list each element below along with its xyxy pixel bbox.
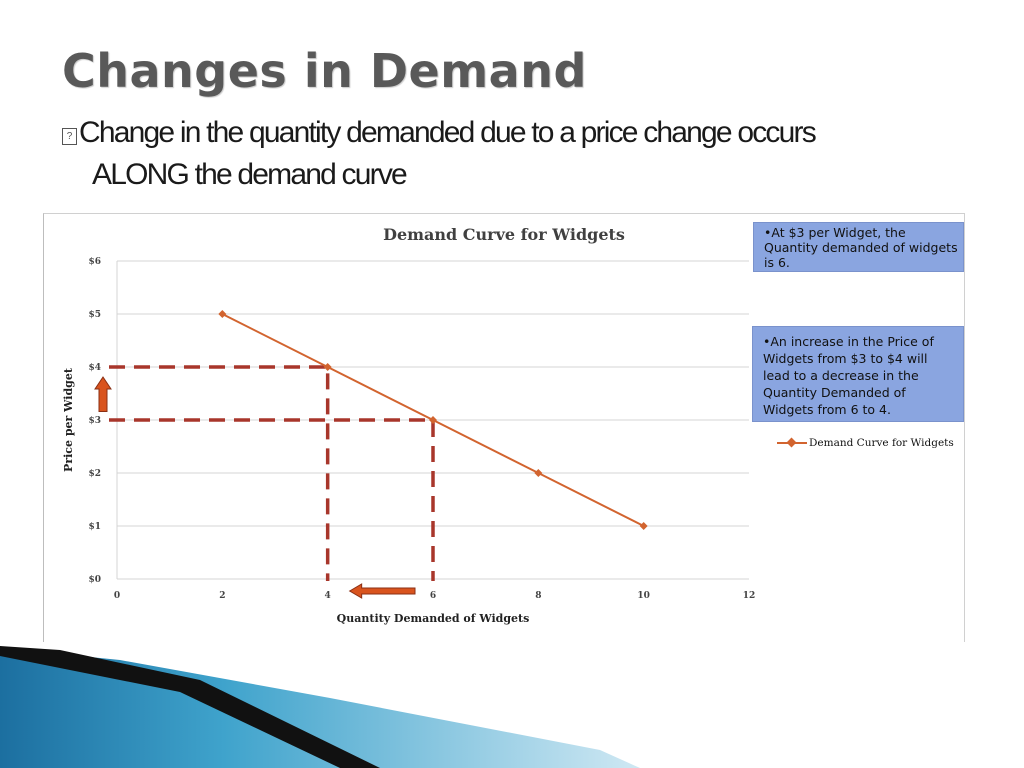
y-tick-label: $3	[88, 416, 101, 426]
demand-point	[218, 310, 227, 318]
chart-legend: Demand Curve for Widgets	[777, 437, 954, 449]
x-tick-label: 8	[535, 591, 541, 601]
x-tick-label: 10	[637, 591, 650, 601]
bullet-text: ? Change in the quantity demanded due to …	[62, 112, 922, 196]
slide-title: Changes in Demand	[62, 44, 587, 98]
x-tick-label: 12	[743, 591, 756, 601]
dashed-guide-2	[109, 418, 435, 581]
chart-frame: Demand Curve for Widgets $0 $1 $2 $3 $4 $5 $6 0 2…	[43, 213, 965, 642]
x-tick-label: 4	[325, 591, 331, 601]
dashed-guide-1	[109, 365, 330, 581]
y-tick-label: $2	[88, 469, 101, 479]
demand-point	[639, 522, 648, 530]
demand-point	[534, 469, 543, 477]
x-axis-label: Quantity Demanded of Widgets	[337, 612, 530, 625]
bullet-line-1: ? Change in the quantity demanded due to …	[62, 112, 922, 154]
y-tick-label: $4	[88, 363, 101, 373]
y-tick-label: $1	[88, 522, 101, 532]
y-axis-label: Price per Widget	[62, 367, 75, 472]
demand-point	[323, 363, 332, 371]
y-tick-label: $5	[88, 310, 101, 320]
bullet-line-2: ALONG the demand curve	[92, 158, 408, 191]
callout-quantity-at-3: •At $3 per Widget, the Quantity demanded…	[753, 222, 964, 272]
y-tick-label: $6	[88, 257, 101, 267]
callout-price-increase: •An increase in the Price of Widgets fro…	[752, 326, 964, 422]
demand-point	[429, 416, 437, 424]
demand-chart: Demand Curve for Widgets $0 $1 $2 $3 $4 $5 $6 0 2…	[62, 225, 756, 625]
x-tick-label: 0	[114, 591, 120, 601]
decorative-swoosh	[0, 646, 640, 768]
y-tick-label: $0	[88, 575, 101, 585]
bullet-line-1-text: Change in the quantity demanded due to a…	[79, 116, 817, 149]
legend-swatch-icon	[777, 437, 807, 448]
swoosh-black-stripe	[0, 646, 380, 768]
chart-title: Demand Curve for Widgets	[383, 225, 625, 244]
quantity-left-arrow	[348, 583, 416, 599]
x-tick-label: 2	[219, 591, 225, 601]
bullet-marker-icon: ?	[62, 128, 77, 145]
legend-label: Demand Curve for Widgets	[809, 437, 954, 449]
price-up-arrow	[94, 376, 112, 412]
x-tick-label: 6	[430, 591, 436, 601]
